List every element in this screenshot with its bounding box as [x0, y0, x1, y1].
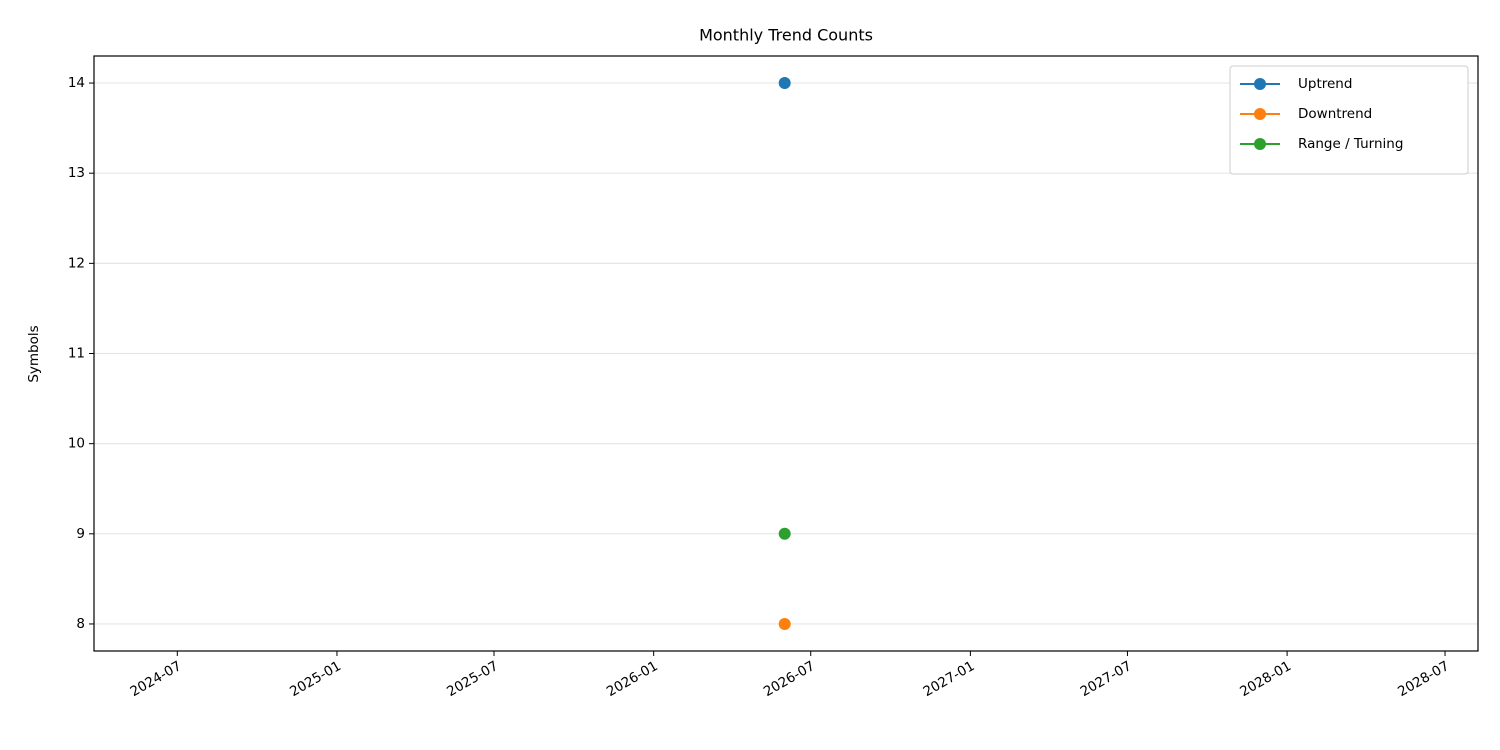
y-axis-label: Symbols: [26, 325, 42, 382]
legend-marker: [1254, 78, 1266, 90]
legend-marker: [1254, 108, 1266, 120]
legend-marker: [1254, 138, 1266, 150]
x-tick-label: 2028-07: [1395, 658, 1452, 700]
x-tick-label: 2026-07: [761, 658, 818, 700]
y-tick-label: 13: [68, 165, 85, 181]
legend-box: [1229, 65, 1469, 175]
y-tick-label: 12: [68, 255, 85, 271]
y-tick-label: 8: [76, 616, 85, 632]
y-tick-label: 14: [68, 75, 85, 91]
legend: Uptrend Downtrend Range / Turning: [1229, 65, 1469, 175]
legend-label: Downtrend: [1298, 106, 1372, 122]
data-point: [778, 527, 791, 540]
x-tick-label: 2026-01: [604, 658, 661, 700]
legend-label: Uptrend: [1298, 76, 1352, 92]
x-tick-label: 2025-01: [287, 658, 344, 700]
x-tick-label: 2028-01: [1237, 658, 1294, 700]
y-tick-label: 10: [68, 436, 85, 452]
x-tick-label: 2027-07: [1078, 658, 1135, 700]
legend-label: Range / Turning: [1298, 136, 1403, 152]
data-point: [778, 617, 791, 630]
chart-title: Monthly Trend Counts: [699, 26, 873, 45]
x-tick-label: 2027-01: [921, 658, 978, 700]
plot-frame: [93, 55, 1479, 652]
data-point: [778, 77, 791, 90]
x-tick-label: 2024-07: [127, 658, 184, 700]
y-tick-label: 9: [76, 526, 85, 542]
y-tick-label: 11: [68, 346, 85, 362]
x-tick-label: 2025-07: [444, 658, 501, 700]
